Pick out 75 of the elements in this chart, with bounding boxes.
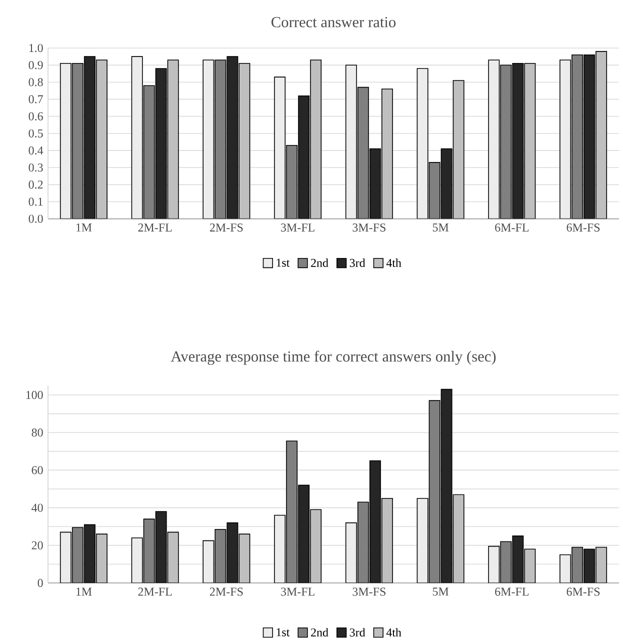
x-tick-label: 3M-FS (352, 588, 386, 596)
x-tick-label: 3M-FL (281, 588, 314, 596)
y-tick-label: 0.6 (28, 112, 43, 120)
x-tick-label: 1M (76, 588, 92, 596)
bar (202, 540, 214, 583)
bar (345, 64, 357, 219)
bar (369, 460, 381, 583)
bar (428, 400, 440, 583)
y-tick-label: 80 (32, 428, 43, 437)
chart-title: Average response time for correct answers only (sec) (170, 350, 496, 365)
x-tick-label: 2M-FS (210, 224, 243, 232)
bar (226, 56, 238, 219)
legend-label: 1st (276, 628, 290, 636)
y-tick-label: 0.7 (28, 95, 43, 104)
bar (143, 518, 155, 583)
bar (357, 86, 369, 219)
y-tick-label: 40 (32, 504, 43, 512)
x-tick-label: 6M-FS (566, 224, 600, 232)
bar (488, 60, 500, 219)
bar (226, 522, 238, 583)
x-tick-label: 3M-FS (352, 224, 386, 232)
bar (214, 60, 226, 219)
bar (357, 502, 369, 583)
bar (345, 522, 357, 583)
x-tick-label: 2M-FL (138, 224, 172, 232)
bar (298, 484, 310, 583)
bar (298, 95, 310, 219)
bar (416, 498, 428, 583)
x-tick-label: 3M-FL (281, 224, 314, 232)
legend-label: 4th (386, 258, 402, 267)
bar (202, 60, 214, 219)
legend-label: 2nd (311, 628, 328, 637)
y-tick-label: 0.1 (28, 198, 43, 206)
bar (512, 63, 524, 219)
y-tick-label: 60 (32, 466, 43, 474)
bar (440, 388, 452, 583)
bar (155, 68, 167, 219)
x-tick-label: 5M (432, 223, 449, 232)
y-tick-label: 0.4 (28, 146, 44, 155)
x-tick-label: 5M (432, 588, 449, 596)
y-tick-label: 0.8 (28, 78, 43, 86)
bar (512, 536, 524, 583)
bar (214, 528, 226, 583)
bar (428, 162, 440, 219)
legend-label: 2nd (311, 258, 328, 267)
bar (369, 148, 381, 219)
y-tick-label: 100 (26, 390, 43, 399)
y-tick-label: 0.9 (28, 61, 43, 70)
x-tick-label: 1M (76, 223, 92, 232)
x-tick-label: 6M-FL (495, 224, 529, 232)
x-tick-label: 2M-FS (210, 588, 243, 596)
bar (155, 511, 167, 583)
y-tick-label: 0.5 (28, 129, 43, 138)
x-tick-label: 2M-FL (138, 588, 172, 596)
bar (131, 56, 143, 219)
bar (500, 64, 512, 219)
chart-title: Correct answer ratio (272, 17, 396, 28)
legend-label: 3rd (350, 628, 366, 637)
legend-label: 3rd (350, 258, 366, 267)
x-tick-label: 6M-FL (495, 588, 529, 596)
y-tick-label: 0.3 (28, 163, 43, 172)
x-tick-label: 6M-FS (566, 588, 600, 596)
y-tick-label: 0 (38, 578, 43, 588)
bar (131, 537, 143, 583)
y-tick-label: 1.0 (29, 44, 43, 52)
bar (488, 546, 500, 583)
y-tick-label: 0.2 (28, 180, 43, 189)
y-tick-label: 0.0 (28, 214, 43, 223)
bar (416, 68, 428, 219)
legend-label: 4th (386, 628, 402, 637)
bar (143, 85, 155, 219)
legend-label: 1st (276, 258, 290, 267)
bar (440, 148, 452, 219)
bar (500, 541, 512, 583)
y-tick-label: 20 (32, 541, 43, 550)
